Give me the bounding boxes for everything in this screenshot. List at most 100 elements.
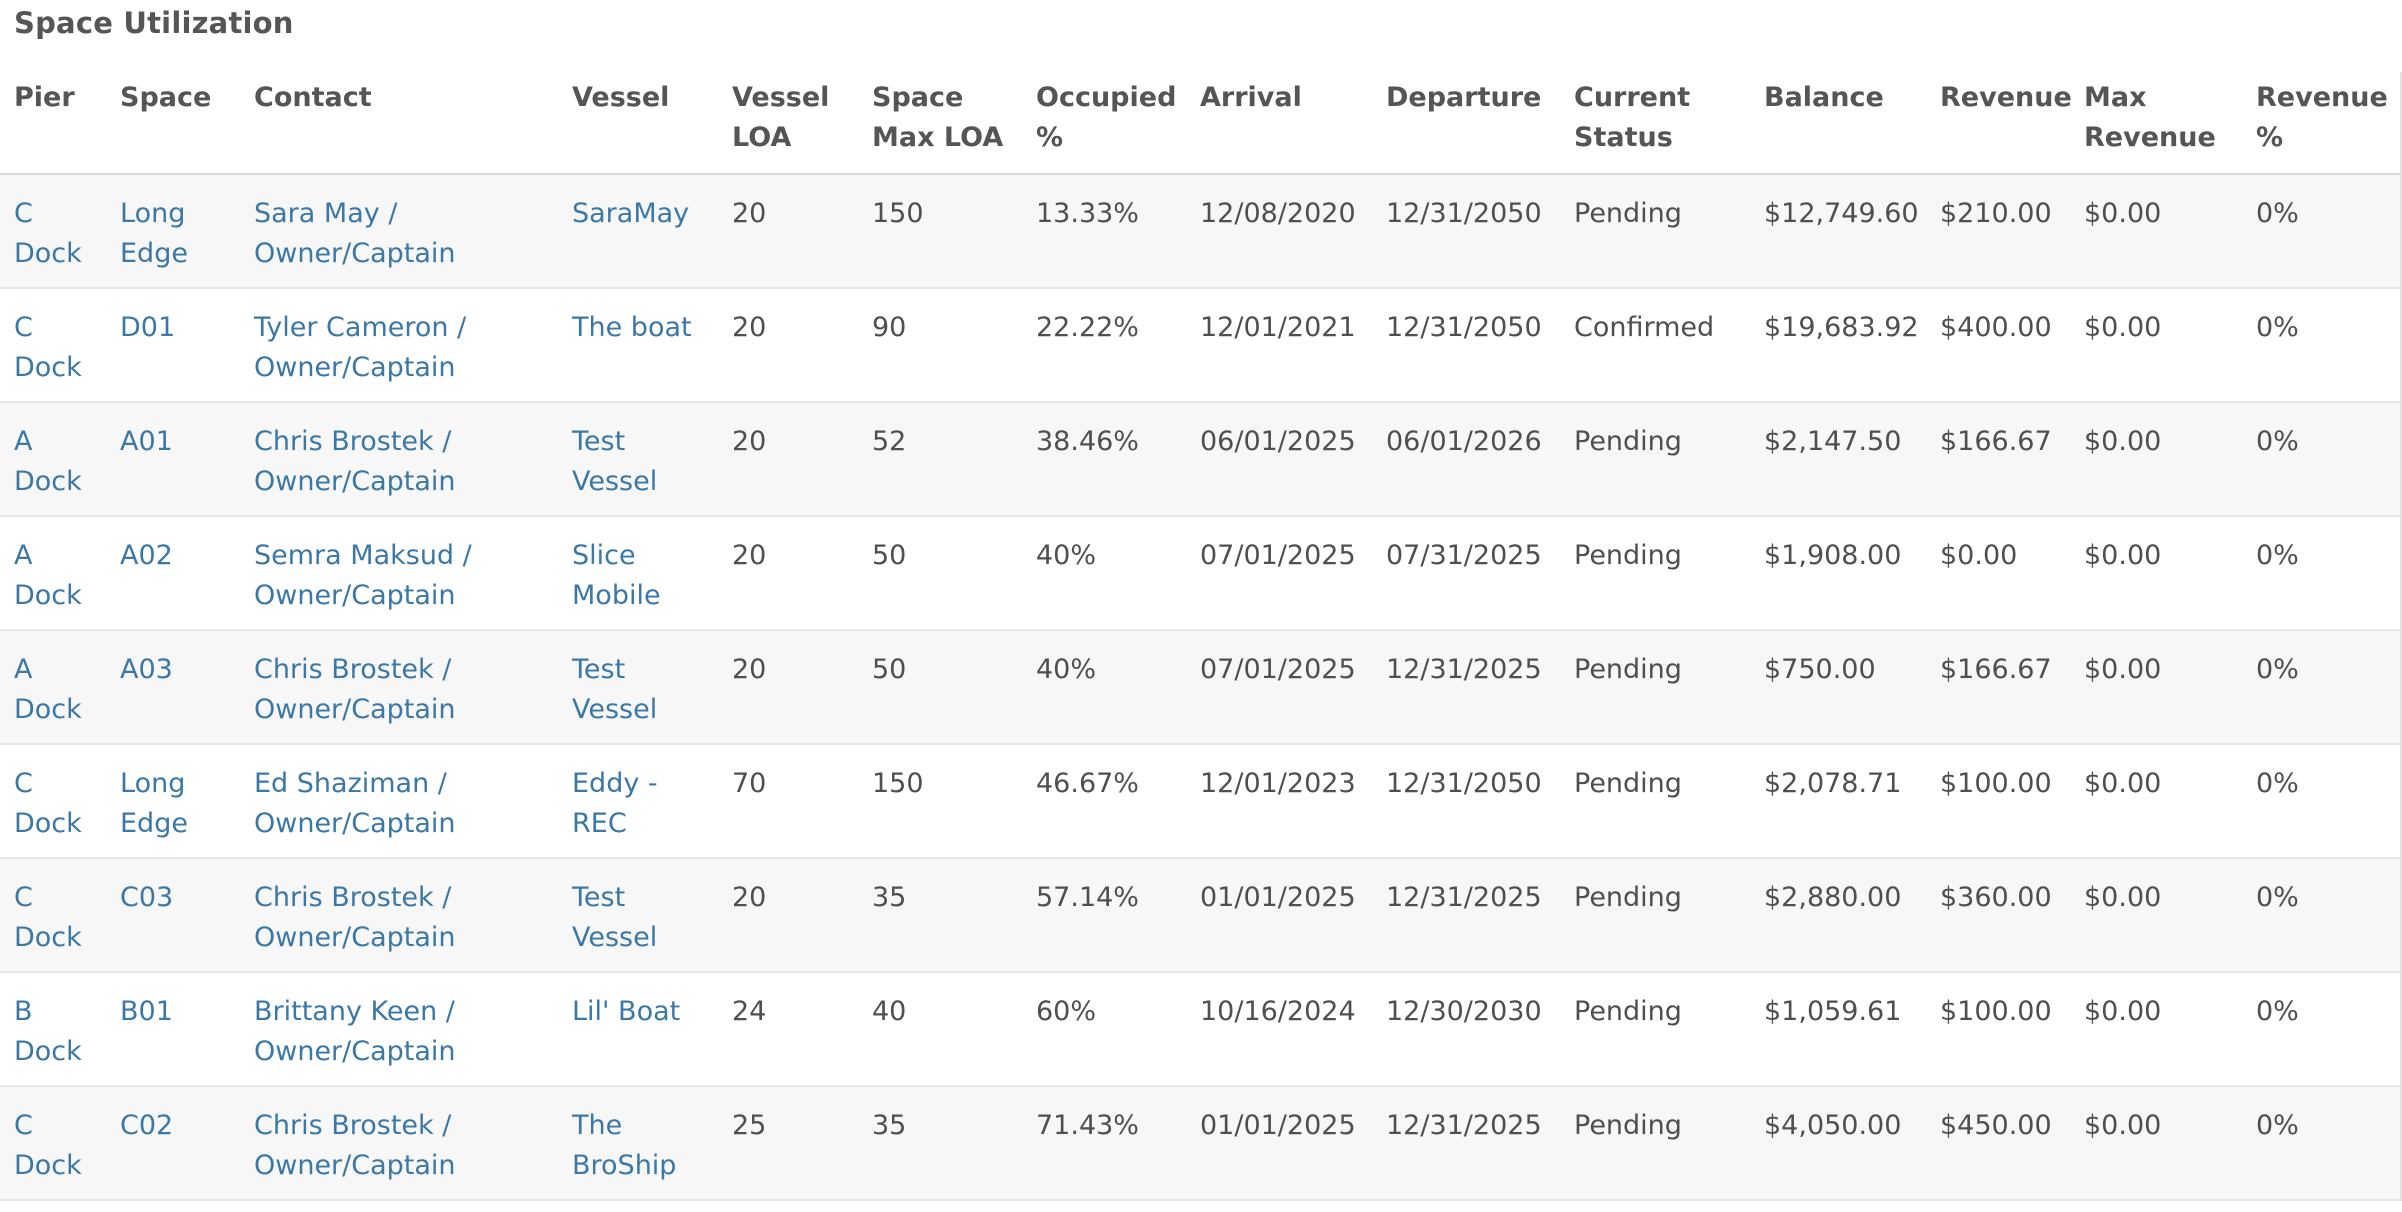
departure-cell: 06/01/2026 [1372, 402, 1560, 517]
vessel-link[interactable]: Slice Mobile [558, 516, 718, 631]
space-link[interactable]: A02 [106, 516, 240, 631]
space-max-loa-cell: 35 [858, 858, 1022, 973]
vessel-link[interactable]: Lil' Boat [558, 972, 718, 1087]
arrival-cell: 01/01/2025 [1186, 1086, 1372, 1201]
table-row: A Dock A03 Chris Brostek / Owner/Captain… [0, 630, 2400, 745]
vessel-link[interactable]: SaraMay [558, 174, 718, 289]
arrival-cell: 07/01/2025 [1186, 516, 1372, 631]
pier-link[interactable]: A Dock [0, 402, 106, 517]
vessel-link[interactable]: Test Vessel [558, 858, 718, 973]
table-row: C Dock Long Edge Sara May / Owner/Captai… [0, 174, 2400, 289]
pier-link[interactable]: B Dock [0, 972, 106, 1087]
vessel-link[interactable]: Test Vessel [558, 402, 718, 517]
occupied-cell: 71.43% [1022, 1086, 1186, 1201]
occupied-cell: 46.67% [1022, 744, 1186, 859]
column-header-balance[interactable]: Balance [1750, 72, 1926, 175]
status-cell: Pending [1560, 858, 1750, 973]
space-link[interactable]: Long Edge [106, 744, 240, 859]
max-revenue-cell: $0.00 [2070, 744, 2242, 859]
vessel-loa-cell: 20 [718, 174, 858, 289]
balance-cell: $19,683.92 [1750, 288, 1926, 403]
column-header-pier[interactable]: Pier [0, 72, 106, 175]
space-link[interactable]: D01 [106, 288, 240, 403]
pier-link[interactable]: C Dock [0, 288, 106, 403]
pier-link[interactable]: A Dock [0, 516, 106, 631]
space-max-loa-cell: 150 [858, 744, 1022, 859]
space-max-loa-cell: 35 [858, 1086, 1022, 1201]
arrival-cell: 10/16/2024 [1186, 972, 1372, 1087]
contact-link[interactable]: Tyler Cameron / Owner/Captain [240, 288, 558, 403]
column-header-vessel[interactable]: Vessel [558, 72, 718, 175]
column-header-revenue-pct[interactable]: Revenue % [2242, 72, 2400, 175]
vessel-link[interactable]: Test Vessel [558, 630, 718, 745]
table-row: C Dock D01 Tyler Cameron / Owner/Captain… [0, 288, 2400, 403]
status-cell: Pending [1560, 630, 1750, 745]
space-link[interactable]: Long Edge [106, 174, 240, 289]
pier-link[interactable]: C Dock [0, 174, 106, 289]
space-link[interactable]: C02 [106, 1086, 240, 1201]
contact-link[interactable]: Chris Brostek / Owner/Captain [240, 1086, 558, 1201]
vessel-link[interactable]: The BroShip [558, 1086, 718, 1201]
arrival-cell: 12/01/2021 [1186, 288, 1372, 403]
contact-link[interactable]: Chris Brostek / Owner/Captain [240, 630, 558, 745]
revenue-cell: $166.67 [1926, 402, 2070, 517]
space-max-loa-cell: 50 [858, 516, 1022, 631]
occupied-cell: 40% [1022, 630, 1186, 745]
departure-cell: 12/31/2050 [1372, 174, 1560, 289]
column-header-contact[interactable]: Contact [240, 72, 558, 175]
max-revenue-cell: $0.00 [2070, 516, 2242, 631]
status-cell: Pending [1560, 174, 1750, 289]
revenue-pct-cell: 0% [2242, 744, 2400, 859]
max-revenue-cell: $0.00 [2070, 630, 2242, 745]
space-link[interactable]: C03 [106, 858, 240, 973]
contact-link[interactable]: Semra Maksud / Owner/Captain [240, 516, 558, 631]
pier-link[interactable]: C Dock [0, 744, 106, 859]
occupied-cell: 13.33% [1022, 174, 1186, 289]
column-header-current-status[interactable]: Current Status [1560, 72, 1750, 175]
status-cell: Confirmed [1560, 288, 1750, 403]
space-max-loa-cell: 50 [858, 630, 1022, 745]
page-title: Space Utilization [14, 6, 294, 40]
contact-link[interactable]: Sara May / Owner/Captain [240, 174, 558, 289]
max-revenue-cell: $0.00 [2070, 174, 2242, 289]
space-link[interactable]: B01 [106, 972, 240, 1087]
vessel-loa-cell: 20 [718, 858, 858, 973]
arrival-cell: 01/01/2025 [1186, 858, 1372, 973]
space-link[interactable]: A03 [106, 630, 240, 745]
vessel-loa-cell: 20 [718, 402, 858, 517]
vessel-loa-cell: 20 [718, 630, 858, 745]
column-header-space-max-loa[interactable]: Space Max LOA [858, 72, 1022, 175]
table-row: A Dock A01 Chris Brostek / Owner/Captain… [0, 402, 2400, 517]
pier-link[interactable]: A Dock [0, 630, 106, 745]
table-row: C Dock C03 Chris Brostek / Owner/Captain… [0, 858, 2400, 973]
departure-cell: 12/31/2050 [1372, 744, 1560, 859]
vessel-link[interactable]: The boat [558, 288, 718, 403]
column-header-arrival[interactable]: Arrival [1186, 72, 1372, 175]
vessel-link[interactable]: Eddy - REC [558, 744, 718, 859]
departure-cell: 12/31/2025 [1372, 858, 1560, 973]
table-row: B Dock B01 Brittany Keen / Owner/Captain… [0, 972, 2400, 1087]
column-header-departure[interactable]: Departure [1372, 72, 1560, 175]
pier-link[interactable]: C Dock [0, 1086, 106, 1201]
table-row: C Dock Long Edge Ed Shaziman / Owner/Cap… [0, 744, 2400, 859]
column-header-vessel-loa[interactable]: Vessel LOA [718, 72, 858, 175]
pier-link[interactable]: C Dock [0, 858, 106, 973]
column-header-space[interactable]: Space [106, 72, 240, 175]
contact-link[interactable]: Chris Brostek / Owner/Captain [240, 858, 558, 973]
arrival-cell: 12/01/2023 [1186, 744, 1372, 859]
revenue-cell: $100.00 [1926, 744, 2070, 859]
space-link[interactable]: A01 [106, 402, 240, 517]
departure-cell: 12/30/2030 [1372, 972, 1560, 1087]
column-header-revenue[interactable]: Revenue [1926, 72, 2072, 175]
contact-link[interactable]: Chris Brostek / Owner/Captain [240, 402, 558, 517]
balance-cell: $4,050.00 [1750, 1086, 1926, 1201]
balance-cell: $2,880.00 [1750, 858, 1926, 973]
contact-link[interactable]: Brittany Keen / Owner/Captain [240, 972, 558, 1087]
space-max-loa-cell: 90 [858, 288, 1022, 403]
status-cell: Pending [1560, 402, 1750, 517]
revenue-pct-cell: 0% [2242, 288, 2400, 403]
column-header-max-revenue[interactable]: Max Revenue [2070, 72, 2242, 175]
contact-link[interactable]: Ed Shaziman / Owner/Captain [240, 744, 558, 859]
vessel-loa-cell: 20 [718, 288, 858, 403]
column-header-occupied[interactable]: Occupied % [1022, 72, 1186, 175]
